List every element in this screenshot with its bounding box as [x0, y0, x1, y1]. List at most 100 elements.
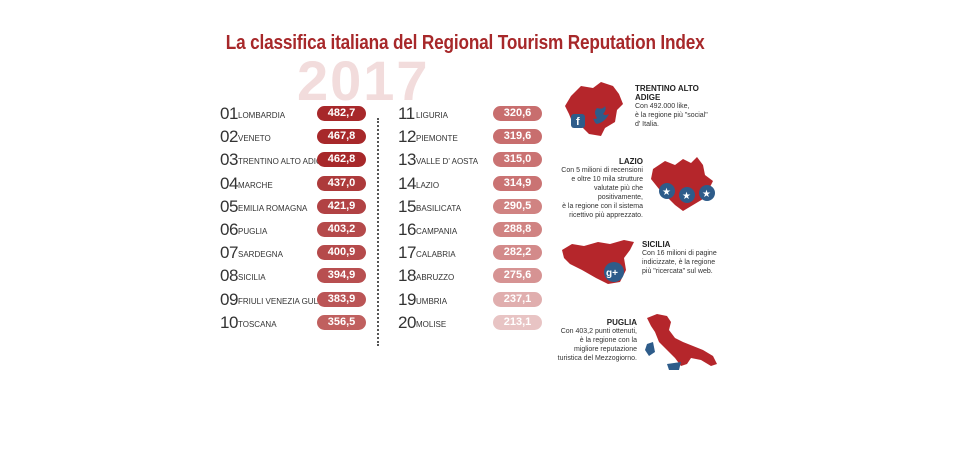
ranking-row: 17 CALABRIA 282,2 — [398, 243, 548, 265]
ranking-row: 13 VALLE D' AOSTA 315,0 — [398, 150, 548, 172]
score-badge: 462,8 — [317, 152, 366, 168]
svg-text:★: ★ — [682, 191, 691, 202]
rank-number: 06 — [220, 220, 238, 239]
panel-puglia-line-1: Con 403,2 punti ottenuti, — [560, 328, 637, 335]
panel-trentino-text: TRENTINO ALTO ADIGE Con 492.000 like, è … — [635, 84, 725, 129]
ranking-row: 08 SICILIA 394,9 — [220, 266, 370, 288]
ranking-row: 10 TOSCANA 356,5 — [220, 313, 370, 335]
ranking-row: 11 LIGURIA 320,6 — [398, 104, 548, 126]
ranking-row: 19 UMBRIA 237,1 — [398, 290, 548, 312]
rank-number: 19 — [398, 289, 416, 309]
panel-sicilia-line-2: indicizzate, è la regione — [642, 259, 716, 266]
panel-lazio-title: LAZIO — [619, 157, 643, 166]
region-name: PUGLIA — [238, 227, 268, 236]
panel-puglia-text: PUGLIA Con 403,2 punti ottenuti, è la re… — [545, 318, 637, 363]
ranking-row: 01 LOMBARDIA 482,7 — [220, 104, 370, 126]
ranking-row: 09 FRIULI VENEZIA GULIA 383,9 — [220, 290, 370, 312]
rank-number: 04 — [220, 173, 238, 193]
panel-puglia-line-4: turistica del Mezzogiorno. — [557, 355, 637, 362]
region-name: MARCHE — [238, 180, 273, 190]
year-watermark: 2017 — [297, 49, 430, 112]
region-name: LAZIO — [416, 180, 440, 190]
svg-text:★: ★ — [702, 189, 711, 200]
panel-sicilia-line-1: Con 16 milioni di pagine — [642, 250, 717, 257]
rank-number: 14 — [398, 173, 416, 193]
score-badge: 421,9 — [317, 198, 366, 214]
panel-puglia-line-3: migliore reputazione — [573, 346, 637, 353]
panel-trentino-line-1: Con 492.000 like, — [635, 103, 690, 110]
score-badge: 315,0 — [493, 152, 542, 168]
ranking-row: 07 SARDEGNA 400,9 — [220, 243, 370, 265]
score-badge: 394,9 — [317, 268, 366, 284]
ranking-row: 06 PUGLIA 403,2 — [220, 220, 370, 242]
region-name: PIEMONTE — [416, 134, 458, 144]
ranking-row: 15 BASILICATA 290,5 — [398, 197, 548, 219]
trentino-map-icon: f — [565, 82, 623, 136]
rank-number: 20 — [398, 312, 416, 332]
rank-number: 13 — [398, 150, 416, 170]
score-badge: 383,9 — [317, 291, 366, 307]
region-name: VENETO — [238, 134, 271, 144]
panel-lazio-line-1: Con 5 milioni di recensioni — [561, 167, 643, 174]
panel-lazio-line-2: e oltre 10 mila strutture — [571, 176, 643, 183]
rank-number: 16 — [398, 220, 416, 239]
panel-lazio-line-4: è la regione con il sistema — [562, 203, 643, 210]
panel-puglia-line-2: è la regione con la — [579, 337, 637, 344]
panel-lazio-line-3: valutate più che positivamente, — [593, 185, 643, 201]
region-name: TOSCANA — [238, 319, 277, 329]
rank-number: 03 — [220, 150, 238, 170]
panel-trentino-line-2: è la regione più "social" — [635, 112, 708, 119]
rank-number: 07 — [220, 243, 238, 263]
panel-trentino-line-3: d' Italia. — [635, 121, 659, 128]
panel-sicilia-text: SICILIA Con 16 milioni di pagine indiciz… — [642, 240, 732, 276]
ranking-row: 18 ABRUZZO 275,6 — [398, 266, 548, 288]
score-badge: 403,2 — [317, 222, 366, 237]
rank-number: 12 — [398, 127, 416, 147]
score-badge: 290,5 — [493, 198, 542, 214]
rank-number: 15 — [398, 196, 416, 216]
ranking-row: 16 CAMPANIA 288,8 — [398, 220, 548, 242]
region-name: FRIULI VENEZIA GULIA — [238, 296, 326, 306]
score-badge: 400,9 — [317, 245, 366, 261]
score-badge: 275,6 — [493, 268, 542, 284]
region-name: VALLE D' AOSTA — [416, 157, 479, 167]
region-name: TRENTINO ALTO ADIGE — [238, 157, 328, 167]
page-title: La classifica italiana del Regional Tour… — [225, 32, 705, 54]
score-badge: 437,0 — [317, 175, 366, 191]
ranking-row: 12 PIEMONTE 319,6 — [398, 127, 548, 149]
rank-number: 18 — [398, 266, 416, 286]
score-badge: 356,5 — [317, 314, 366, 330]
panel-trentino-title: TRENTINO ALTO ADIGE — [635, 84, 699, 102]
region-name: BASILICATA — [416, 203, 462, 213]
score-badge: 213,1 — [493, 314, 542, 330]
region-name: LOMBARDIA — [238, 111, 286, 120]
score-badge: 320,6 — [493, 106, 542, 121]
ranking-row: 03 TRENTINO ALTO ADIGE 462,8 — [220, 150, 370, 172]
ranking-row: 04 MARCHE 437,0 — [220, 174, 370, 196]
region-name: LIGURIA — [416, 111, 449, 120]
ranking-row: 14 LAZIO 314,9 — [398, 174, 548, 196]
rank-number: 02 — [220, 127, 238, 147]
region-name: EMILIA ROMAGNA — [238, 203, 308, 213]
ranking-row: 05 EMILIA ROMAGNA 421,9 — [220, 197, 370, 219]
region-name: SICILIA — [238, 273, 266, 283]
score-badge: 314,9 — [493, 175, 542, 191]
panel-puglia-title: PUGLIA — [606, 318, 637, 327]
rank-number: 11 — [398, 104, 415, 123]
panel-lazio-text: LAZIO Con 5 milioni di recensioni e oltr… — [555, 157, 643, 220]
ranking-row: 20 MOLISE 213,1 — [398, 313, 548, 335]
svg-text:g+: g+ — [606, 268, 618, 279]
region-name: CALABRIA — [416, 250, 456, 260]
sicilia-map-icon: g+ — [562, 240, 634, 284]
rank-number: 10 — [220, 312, 238, 332]
rank-number: 05 — [220, 196, 238, 216]
score-badge: 482,7 — [317, 106, 366, 121]
score-badge: 467,8 — [317, 129, 366, 145]
region-name: MOLISE — [416, 319, 447, 329]
rank-number: 01 — [220, 104, 238, 123]
score-badge: 282,2 — [493, 245, 542, 261]
rank-number: 08 — [220, 266, 238, 286]
panel-sicilia-title: SICILIA — [642, 240, 671, 249]
score-badge: 288,8 — [493, 222, 542, 237]
region-name: ABRUZZO — [416, 273, 455, 283]
